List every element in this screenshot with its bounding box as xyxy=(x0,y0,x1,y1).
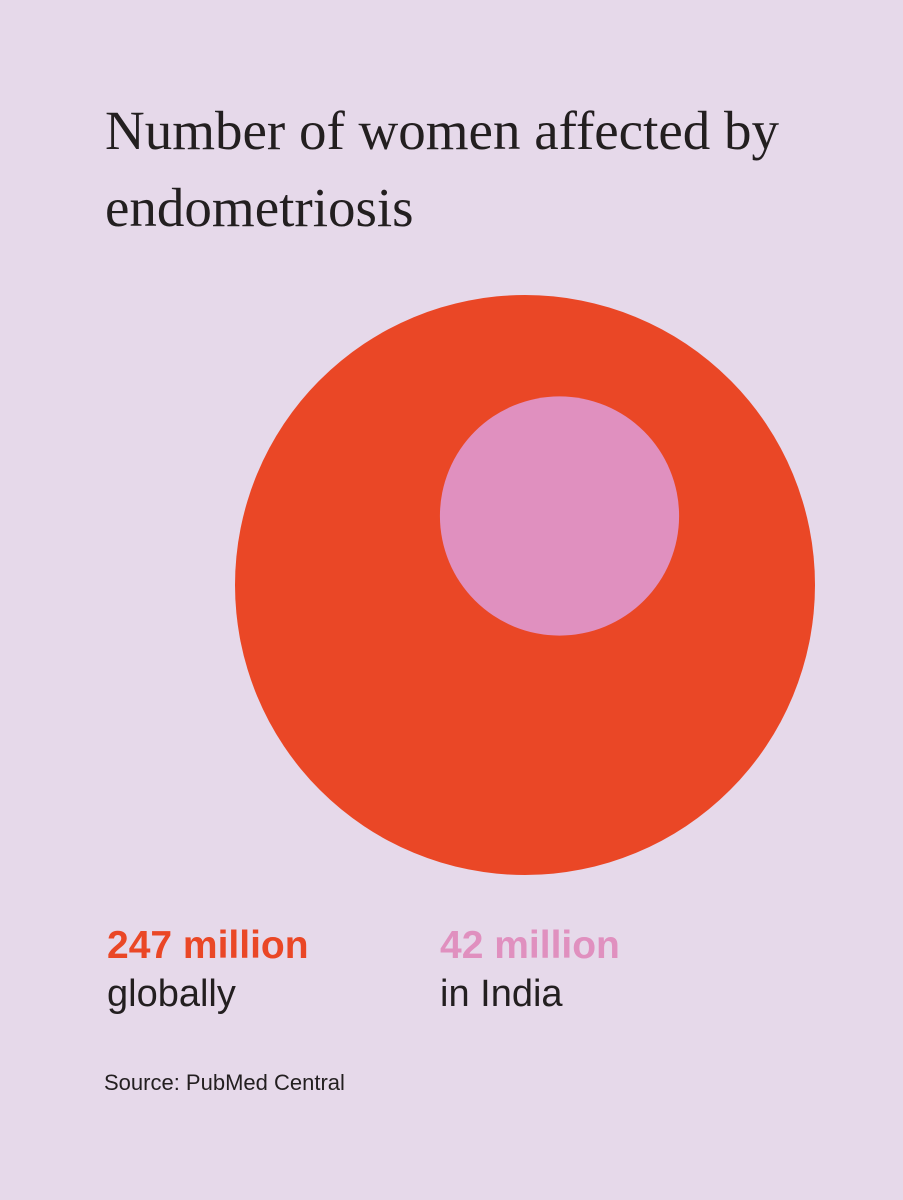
source-note: Source: PubMed Central xyxy=(104,1070,345,1095)
chart-title: Number of women affected by endometriosi… xyxy=(105,100,780,238)
legend-item: 247 million globally xyxy=(107,922,309,1018)
legend-label: globally xyxy=(107,973,236,1015)
data-circle xyxy=(439,396,680,636)
value-label: 42 million xyxy=(440,924,620,967)
value-label: 247 million xyxy=(107,924,309,967)
legend-label: in India xyxy=(440,973,563,1015)
legend-item: 42 million in India xyxy=(440,922,620,1018)
